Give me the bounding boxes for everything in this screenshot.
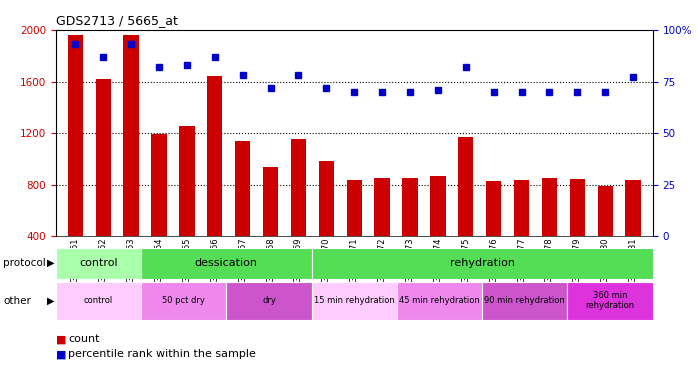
Bar	[397, 282, 482, 320]
Bar	[96, 79, 111, 236]
Bar	[151, 134, 167, 236]
Bar	[263, 166, 279, 236]
Bar	[56, 248, 141, 279]
Text: other: other	[3, 296, 31, 306]
Bar	[311, 248, 653, 279]
Text: count: count	[68, 334, 100, 344]
Bar	[179, 126, 195, 236]
Bar	[482, 282, 567, 320]
Bar	[458, 137, 473, 236]
Text: GDS2713 / 5665_at: GDS2713 / 5665_at	[56, 15, 178, 27]
Text: ■: ■	[56, 350, 66, 359]
Bar	[514, 180, 529, 236]
Bar	[486, 181, 501, 236]
Text: control: control	[84, 296, 113, 305]
Bar	[570, 179, 585, 236]
Bar	[347, 180, 362, 236]
Text: 360 min
rehydration: 360 min rehydration	[586, 291, 634, 310]
Bar	[567, 282, 653, 320]
Text: 90 min rehydration: 90 min rehydration	[484, 296, 565, 305]
Text: 45 min rehydration: 45 min rehydration	[399, 296, 480, 305]
Text: 15 min rehydration: 15 min rehydration	[314, 296, 394, 305]
Bar	[625, 180, 641, 236]
Text: ▶: ▶	[47, 296, 55, 306]
Bar	[430, 176, 445, 236]
Text: ▶: ▶	[47, 258, 55, 268]
Bar	[56, 282, 141, 320]
Bar	[374, 178, 389, 236]
Bar	[124, 35, 139, 236]
Text: dry: dry	[262, 296, 276, 305]
Bar	[226, 282, 311, 320]
Bar	[542, 178, 557, 236]
Text: 50 pct dry: 50 pct dry	[163, 296, 205, 305]
Text: control: control	[79, 258, 118, 268]
Text: ■: ■	[56, 334, 66, 344]
Bar	[319, 162, 334, 236]
Text: dessication: dessication	[195, 258, 258, 268]
Bar	[235, 141, 251, 236]
Bar	[291, 139, 306, 236]
Text: rehydration: rehydration	[450, 258, 514, 268]
Bar	[141, 248, 311, 279]
Bar	[68, 35, 83, 236]
Bar	[207, 76, 223, 236]
Text: protocol: protocol	[3, 258, 46, 268]
Bar	[311, 282, 397, 320]
Bar	[402, 178, 417, 236]
Text: percentile rank within the sample: percentile rank within the sample	[68, 350, 256, 359]
Bar	[597, 186, 613, 236]
Bar	[141, 282, 226, 320]
